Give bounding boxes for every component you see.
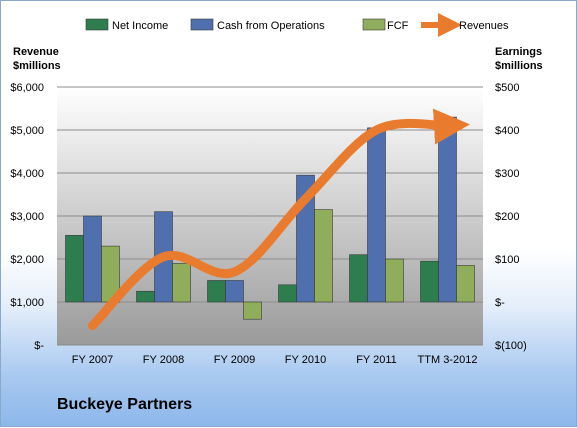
y-right-tick-label: $(100) — [495, 340, 527, 352]
bar-cash-from-operations — [83, 215, 102, 303]
company-name: Buckeye Partners — [57, 396, 193, 413]
y-left-tick-label: $- — [34, 340, 44, 352]
y-left-tick-label: $5,000 — [10, 125, 44, 137]
line-revenues — [88, 108, 470, 331]
y-left-axis-unit: $millions — [13, 60, 61, 72]
y-right-tick-label: $200 — [495, 211, 519, 223]
legend-swatch-net-income — [85, 18, 109, 31]
bar-fcf — [385, 258, 404, 303]
bar-cash-from-operations — [438, 116, 457, 303]
bar-cash-from-operations — [225, 280, 244, 303]
y-left-tick-label: $6,000 — [10, 82, 44, 94]
x-tick-label: FY 2011 — [356, 354, 397, 366]
bar-fcf — [243, 301, 262, 320]
bar-cash-from-operations — [367, 127, 386, 303]
legend-swatch-cash-from-operations — [190, 18, 214, 31]
y-right-tick-label: $100 — [495, 254, 519, 266]
legend-label-cash-from-operations: Cash from Operations — [217, 20, 325, 32]
legend-label-revenues: Revenues — [459, 20, 509, 32]
y-right-tick-label: $- — [495, 297, 505, 309]
y-right-tick-label: $400 — [495, 125, 519, 137]
x-tick-label: TTM 3-2012 — [418, 354, 478, 366]
legend-label-fcf: FCF — [387, 20, 409, 32]
bar-net-income — [207, 280, 226, 303]
y-right-axis-unit: $millions — [495, 60, 543, 72]
bar-net-income — [349, 254, 368, 303]
x-tick-label: FY 2007 — [72, 354, 113, 366]
x-tick-label: FY 2009 — [214, 354, 255, 366]
y-left-tick-label: $4,000 — [10, 168, 44, 180]
bar-fcf — [456, 265, 475, 303]
y-left-tick-label: $1,000 — [10, 297, 44, 309]
y-right-tick-label: $300 — [495, 168, 519, 180]
bar-fcf — [172, 262, 191, 303]
y-left-tick-label: $2,000 — [10, 254, 44, 266]
y-right-tick-label: $500 — [495, 82, 519, 94]
bar-net-income — [136, 290, 155, 303]
bar-net-income — [420, 260, 439, 303]
bar-net-income — [278, 284, 297, 303]
legend-swatch-fcf — [362, 18, 386, 31]
y-left-tick-label: $3,000 — [10, 211, 44, 223]
x-tick-label: FY 2008 — [143, 354, 184, 366]
x-tick-label: FY 2010 — [285, 354, 326, 366]
bar-fcf — [314, 209, 333, 303]
y-right-axis-title: Earnings — [495, 46, 542, 58]
legend-label-net-income: Net Income — [112, 20, 168, 32]
y-left-axis-title: Revenue — [13, 46, 59, 58]
bar-net-income — [65, 235, 84, 303]
